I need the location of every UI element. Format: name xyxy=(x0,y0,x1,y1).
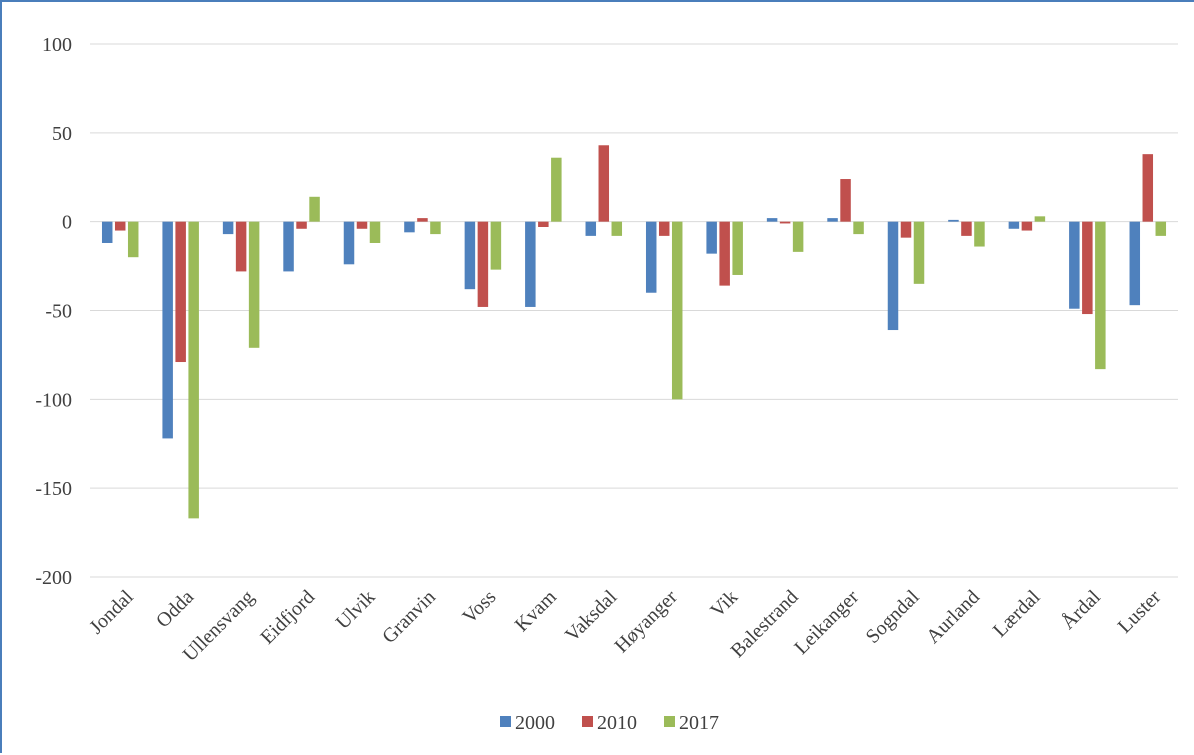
x-category-label: Aurland xyxy=(922,586,984,648)
legend-swatch xyxy=(664,716,675,727)
bar-2010 xyxy=(235,221,247,272)
x-category-label: Vik xyxy=(706,586,742,622)
y-tick-label: -50 xyxy=(45,301,72,323)
bar-2010 xyxy=(356,221,368,229)
y-tick-label: 50 xyxy=(52,123,72,145)
bar-2010 xyxy=(477,221,489,307)
bar-2010 xyxy=(538,221,549,227)
bar-2017 xyxy=(611,221,623,236)
bar-2017 xyxy=(913,221,925,284)
y-tick-label: 0 xyxy=(62,212,72,234)
bar-2010 xyxy=(719,221,730,286)
bar-2000 xyxy=(766,218,778,222)
bar-2000 xyxy=(948,219,959,222)
bar-2010 xyxy=(296,221,307,229)
bar-2017 xyxy=(1095,221,1106,370)
x-category-label: Granvin xyxy=(378,586,440,648)
legend-label: 2017 xyxy=(679,712,719,734)
x-category-label: Lærdal xyxy=(989,586,1045,642)
bar-2017 xyxy=(732,221,743,275)
bar-2000 xyxy=(222,221,234,235)
bar-2000 xyxy=(706,221,717,254)
bar-2017 xyxy=(974,221,985,247)
bar-2000 xyxy=(162,221,173,439)
x-category-label: Odda xyxy=(152,586,198,632)
bar-2017 xyxy=(853,221,864,235)
bar-2000 xyxy=(645,221,657,293)
bar-2000 xyxy=(1008,221,1020,229)
bar-2017 xyxy=(490,221,502,270)
y-tick-label: -100 xyxy=(35,389,72,411)
bar-2000 xyxy=(1069,221,1080,309)
legend-swatch xyxy=(500,716,511,727)
bar-2017 xyxy=(127,221,139,258)
x-category-label: Voss xyxy=(458,586,500,628)
bar-2010 xyxy=(658,221,670,236)
y-tick-label: -200 xyxy=(35,567,72,589)
bar-2000 xyxy=(887,221,899,331)
x-category-label: Leikanger xyxy=(790,586,863,659)
legend-swatch xyxy=(582,716,593,727)
x-category-label: Årdal xyxy=(1057,586,1105,634)
bar-2017 xyxy=(551,157,562,222)
legend-label: 2010 xyxy=(597,712,637,734)
bar-2010 xyxy=(1021,221,1033,231)
bar-2000 xyxy=(283,221,294,272)
bar-2000 xyxy=(525,221,536,307)
bar-2000 xyxy=(827,218,838,222)
bar-2017 xyxy=(671,221,683,400)
bar-2010 xyxy=(900,221,912,238)
bar-2000 xyxy=(404,221,415,233)
bar-2017 xyxy=(188,221,199,519)
bar-2000 xyxy=(464,221,476,290)
bar-2010 xyxy=(417,218,428,222)
bar-2000 xyxy=(585,221,597,236)
x-category-label: Høyanger xyxy=(610,586,682,658)
bar-2010 xyxy=(1142,154,1154,222)
bar-2010 xyxy=(175,221,186,363)
bar-2010 xyxy=(598,145,610,222)
legend: 2000 2010 2017 xyxy=(500,712,719,734)
gridlines xyxy=(90,43,1178,578)
bar-2017 xyxy=(248,221,260,348)
x-category-label: Vaksdal xyxy=(561,586,622,647)
legend-label: 2000 xyxy=(515,712,555,734)
x-category-label: Sogndal xyxy=(862,586,924,648)
bar-2000 xyxy=(343,221,355,265)
y-tick-label: -150 xyxy=(35,478,72,500)
bar-2000 xyxy=(101,221,113,243)
x-category-label: Jondal xyxy=(85,586,138,639)
x-category-label: Luster xyxy=(1114,586,1166,638)
bar-2010 xyxy=(1082,221,1093,315)
bar-2017 xyxy=(430,221,441,235)
bar-2000 xyxy=(1129,221,1141,306)
bar-2017 xyxy=(1155,221,1167,236)
x-category-label: Ulvik xyxy=(332,586,380,634)
bar-2010 xyxy=(114,221,126,231)
bar-2017 xyxy=(792,221,804,252)
y-tick-label: 100 xyxy=(42,34,72,56)
bar-2017 xyxy=(369,221,381,243)
bar-2017 xyxy=(1034,216,1046,222)
bar-2010 xyxy=(840,179,851,222)
x-category-label: Eidfjord xyxy=(256,586,319,649)
bars xyxy=(101,145,1167,519)
bar-2010 xyxy=(961,221,972,236)
bar-2017 xyxy=(309,196,320,222)
bar-2010 xyxy=(779,221,791,224)
x-category-label: Kvam xyxy=(511,586,561,636)
y-axis-tick-labels: 100 50 0 -50 -100 -150 -200 xyxy=(35,34,72,589)
